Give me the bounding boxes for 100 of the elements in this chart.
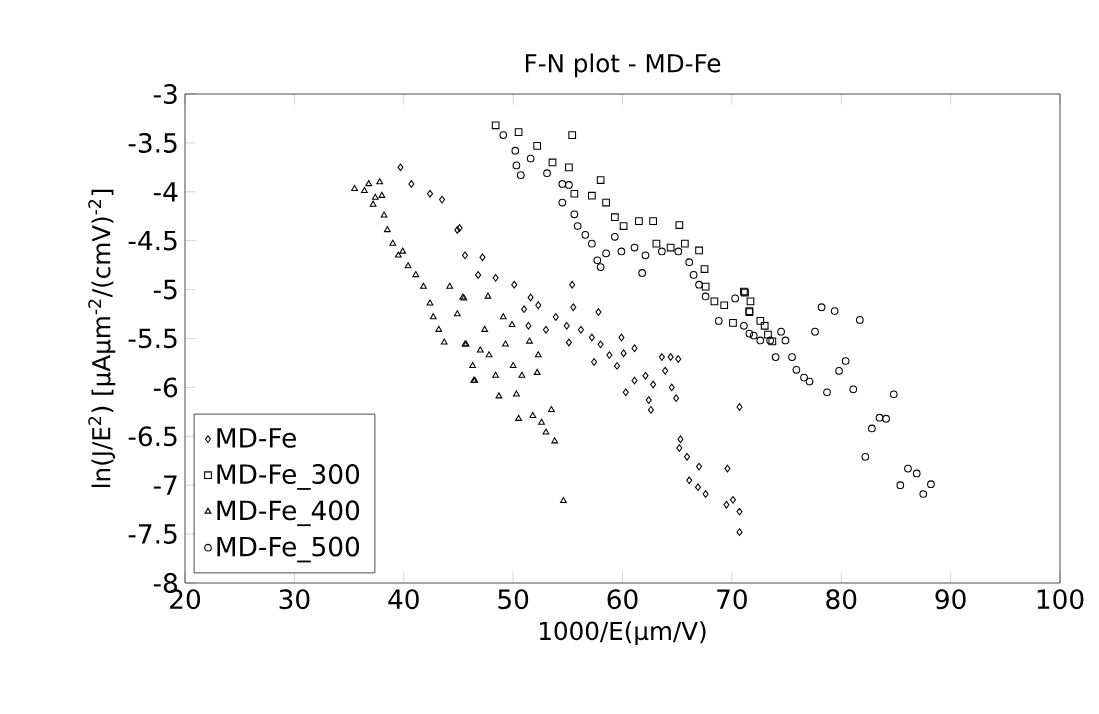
point bbox=[527, 293, 534, 302]
point bbox=[746, 297, 755, 306]
point bbox=[631, 344, 638, 353]
y-tick-label: -4.5 bbox=[128, 230, 177, 251]
point bbox=[429, 313, 437, 320]
point bbox=[695, 280, 703, 289]
point bbox=[588, 333, 595, 342]
point bbox=[630, 243, 639, 252]
point bbox=[701, 292, 710, 301]
point bbox=[610, 232, 619, 241]
point bbox=[380, 211, 388, 218]
point bbox=[792, 365, 801, 374]
y-tick-label: -4 bbox=[153, 182, 178, 202]
point bbox=[404, 262, 412, 269]
point bbox=[835, 366, 843, 375]
point bbox=[760, 321, 769, 330]
point bbox=[526, 337, 533, 344]
point bbox=[683, 452, 691, 461]
point bbox=[426, 299, 434, 306]
x-tick-label: 100 bbox=[1037, 589, 1084, 610]
point bbox=[479, 253, 486, 262]
point bbox=[658, 353, 665, 361]
point bbox=[481, 325, 489, 332]
point bbox=[529, 411, 537, 418]
point bbox=[383, 226, 391, 233]
chart-title: F-N plot - MD-Fe bbox=[525, 53, 721, 78]
point bbox=[701, 282, 710, 291]
point bbox=[647, 406, 654, 414]
y-tick-label: -6.5 bbox=[128, 426, 177, 447]
point bbox=[740, 321, 748, 330]
point bbox=[588, 191, 596, 200]
point bbox=[849, 385, 858, 394]
point bbox=[668, 383, 675, 392]
y-tick-label: -3.5 bbox=[128, 132, 177, 153]
point bbox=[518, 371, 526, 378]
point bbox=[662, 366, 669, 375]
point bbox=[512, 390, 520, 397]
point bbox=[535, 301, 542, 310]
point bbox=[577, 325, 584, 334]
point bbox=[631, 376, 638, 385]
y-tick-label: -3 bbox=[153, 84, 177, 104]
point bbox=[525, 321, 532, 330]
point bbox=[593, 256, 602, 265]
point bbox=[511, 280, 518, 289]
point bbox=[543, 169, 551, 178]
point bbox=[861, 452, 870, 461]
point bbox=[435, 325, 443, 332]
point bbox=[512, 161, 521, 170]
y-tick-label: -5.5 bbox=[128, 328, 177, 349]
point bbox=[685, 258, 694, 267]
point bbox=[408, 180, 415, 188]
point bbox=[551, 437, 559, 444]
point bbox=[642, 371, 649, 380]
point bbox=[771, 353, 780, 361]
point bbox=[558, 198, 567, 207]
point bbox=[618, 333, 625, 342]
point bbox=[565, 181, 573, 189]
point bbox=[736, 403, 743, 411]
point bbox=[378, 191, 386, 198]
point bbox=[397, 163, 404, 172]
point bbox=[723, 500, 730, 509]
point bbox=[371, 193, 379, 200]
x-tick-label: 50 bbox=[498, 589, 529, 610]
point bbox=[875, 413, 884, 422]
point bbox=[720, 301, 729, 310]
point bbox=[563, 321, 570, 330]
point bbox=[882, 414, 890, 423]
point bbox=[602, 249, 610, 258]
point bbox=[676, 444, 683, 452]
point bbox=[591, 358, 598, 366]
legend-label: MD-Fe_300 bbox=[217, 464, 360, 490]
y-tick-label: -6 bbox=[153, 377, 178, 398]
point bbox=[461, 251, 469, 260]
point bbox=[492, 371, 500, 378]
point bbox=[724, 464, 731, 473]
point bbox=[502, 340, 509, 347]
point bbox=[667, 353, 674, 361]
point bbox=[680, 239, 689, 248]
y-tick-label: -7 bbox=[153, 475, 177, 495]
point bbox=[573, 222, 582, 230]
point bbox=[811, 327, 819, 336]
point bbox=[736, 507, 743, 516]
point bbox=[360, 186, 368, 194]
point bbox=[492, 273, 499, 282]
point bbox=[596, 263, 605, 271]
point bbox=[533, 141, 542, 150]
point bbox=[686, 476, 693, 485]
point bbox=[426, 189, 434, 198]
point bbox=[533, 368, 541, 375]
point bbox=[446, 282, 454, 289]
point bbox=[729, 496, 736, 504]
point bbox=[389, 239, 397, 246]
point bbox=[491, 121, 500, 130]
point bbox=[606, 351, 613, 359]
point bbox=[622, 388, 629, 397]
point bbox=[749, 331, 758, 340]
point bbox=[904, 464, 912, 473]
point bbox=[399, 247, 407, 254]
point bbox=[830, 307, 839, 315]
point bbox=[788, 353, 796, 361]
